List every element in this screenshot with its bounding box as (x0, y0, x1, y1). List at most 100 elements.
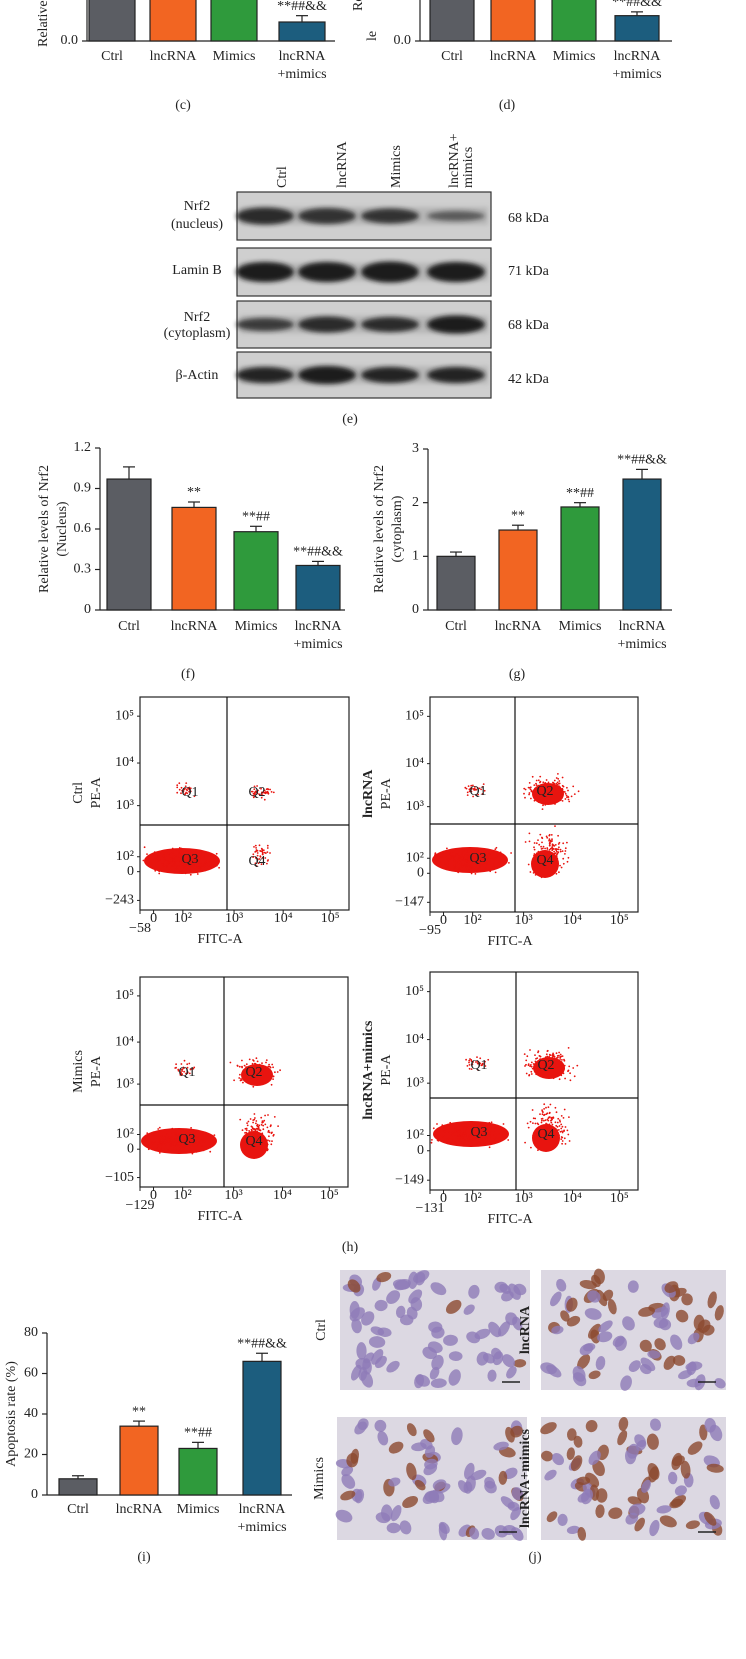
event-dot (268, 1135, 270, 1138)
event-dot (181, 1136, 184, 1139)
event-dot (185, 858, 188, 861)
event-dot (268, 1140, 271, 1142)
event-dot (255, 1120, 258, 1122)
event-dot (532, 1122, 534, 1124)
event-dot (541, 808, 544, 810)
sample-label: lncRNA+mimics (518, 1428, 533, 1528)
event-dot (194, 870, 196, 873)
event-dot (533, 784, 536, 786)
cell (354, 1421, 367, 1435)
event-dot (545, 1053, 548, 1056)
event-dot (496, 856, 499, 859)
x-tick-label: 0 (150, 911, 157, 926)
event-dot (200, 858, 203, 860)
y-tick-label: −105 (105, 1170, 134, 1185)
event-dot (550, 1121, 553, 1124)
event-dot (528, 793, 530, 796)
cell (431, 1354, 444, 1371)
x-tick-label: lncRNA (239, 1502, 287, 1517)
event-dot (474, 873, 477, 875)
event-dot (558, 1078, 561, 1081)
event-dot (500, 1128, 502, 1131)
event-dot (263, 789, 266, 792)
y-axis-label: PE-A (379, 1054, 394, 1086)
y-tick-label: 40 (24, 1406, 38, 1421)
event-dot (189, 856, 192, 859)
event-dot (559, 1053, 562, 1056)
event-dot (487, 859, 490, 862)
event-dot (471, 852, 474, 854)
event-dot (545, 1113, 548, 1115)
event-dot (267, 1139, 269, 1142)
event-dot (477, 1126, 480, 1129)
x-tick-label: 0 (440, 913, 447, 928)
cell (487, 1369, 497, 1382)
significance-label: **##&& (612, 0, 662, 10)
event-dot (541, 1113, 544, 1116)
event-dot (488, 1131, 491, 1134)
event-dot (560, 1127, 563, 1130)
cell (540, 1422, 557, 1435)
cell (430, 1378, 447, 1388)
x-tick-label: lncRNA (490, 49, 538, 64)
event-dot (470, 1137, 473, 1140)
blot-band (236, 318, 294, 331)
event-dot (256, 1125, 259, 1128)
event-dot (176, 1133, 179, 1136)
lane-label: lncRNA (335, 140, 350, 188)
event-dot (170, 861, 173, 864)
y-tick-label: 10⁴ (115, 1034, 134, 1049)
event-dot (493, 862, 495, 865)
event-dot (451, 1134, 454, 1137)
event-dot (165, 851, 168, 854)
event-dot (492, 1130, 495, 1133)
event-dot (190, 1127, 193, 1129)
event-dot (183, 858, 186, 861)
event-dot (157, 1142, 160, 1145)
event-dot (192, 1144, 194, 1147)
event-dot (491, 857, 493, 860)
y-tick-label: 0.9 (74, 481, 92, 496)
event-dot (563, 1129, 565, 1132)
event-dot (524, 1065, 526, 1067)
event-dot (168, 855, 171, 858)
event-dot (524, 1141, 526, 1144)
event-dot (254, 851, 257, 853)
event-dot (259, 850, 262, 852)
cell (581, 1488, 593, 1505)
event-dot (557, 843, 560, 845)
event-dot (253, 785, 256, 788)
y-tick-label: 2 (412, 495, 419, 510)
event-dot (192, 1141, 195, 1144)
event-dot (559, 848, 562, 851)
event-dot (448, 1131, 451, 1134)
y-tick-label: 0.3 (74, 562, 92, 577)
event-dot (558, 780, 561, 782)
event-dot (527, 1126, 530, 1129)
event-dot (269, 788, 271, 791)
event-dot (273, 1116, 276, 1118)
blot-band (361, 261, 419, 283)
event-dot (181, 1139, 183, 1142)
event-dot (160, 1141, 163, 1144)
event-dot (565, 794, 568, 797)
cells (342, 1270, 527, 1389)
cell (513, 1283, 527, 1296)
event-dot (440, 865, 443, 868)
y-tick-label: 10⁴ (115, 755, 134, 770)
event-dot (457, 1138, 460, 1140)
event-dot (178, 1140, 181, 1142)
event-dot (564, 1126, 567, 1128)
event-dot (168, 1148, 171, 1151)
blot-band (427, 262, 485, 282)
significance-label: **##&& (277, 0, 327, 14)
event-dot (146, 853, 148, 855)
cell (706, 1463, 724, 1473)
event-dot (475, 1061, 477, 1063)
event-dot (178, 782, 181, 785)
event-dot (546, 1118, 549, 1121)
cell (614, 1336, 627, 1351)
cell (617, 1430, 628, 1446)
event-dot (199, 866, 202, 868)
event-dot (253, 792, 256, 794)
